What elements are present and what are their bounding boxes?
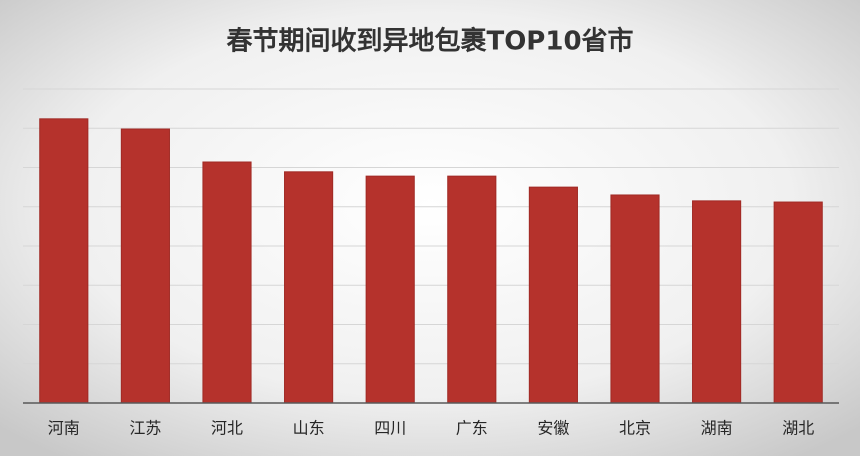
bar xyxy=(692,200,742,404)
bar xyxy=(528,186,578,404)
x-tick-label: 湖南 xyxy=(701,419,733,438)
bar xyxy=(365,175,415,404)
x-tick-label: 安徽 xyxy=(537,419,569,438)
bar xyxy=(447,175,497,404)
x-tick-label: 河南 xyxy=(48,419,80,438)
bar xyxy=(120,128,170,404)
bar xyxy=(202,161,252,404)
x-tick-label: 北京 xyxy=(619,419,651,438)
x-tick-label: 湖北 xyxy=(782,419,814,438)
x-tick-label: 江苏 xyxy=(129,419,161,438)
bar xyxy=(39,118,89,404)
x-tick-label: 四川 xyxy=(374,419,406,438)
bar xyxy=(284,171,334,404)
chart-title: 春节期间收到异地包裹TOP10省市 xyxy=(226,26,633,57)
x-tick-label: 山东 xyxy=(293,419,325,438)
x-tick-label: 河北 xyxy=(211,419,243,438)
bar xyxy=(610,194,660,404)
x-tick-label: 广东 xyxy=(456,419,488,438)
bar xyxy=(773,201,823,404)
